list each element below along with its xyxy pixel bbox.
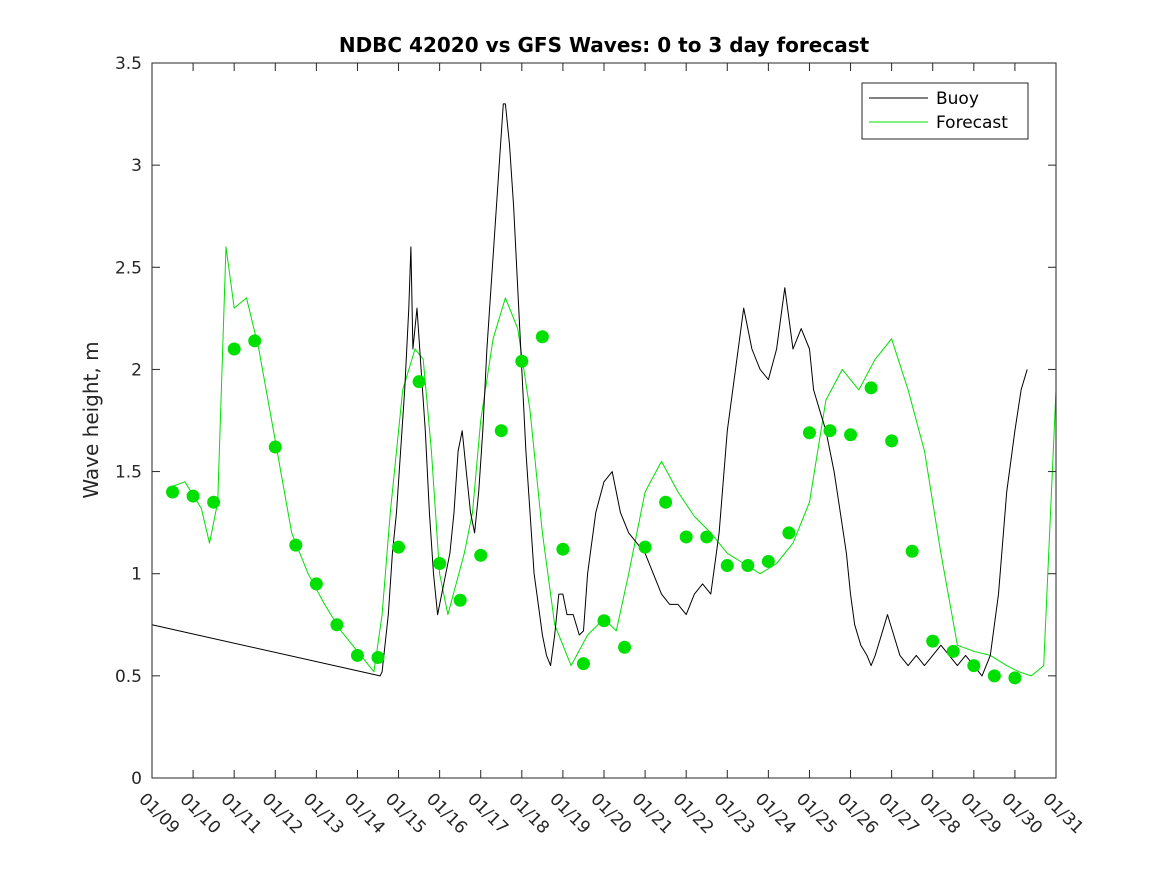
forecast-point — [576, 657, 590, 671]
forecast-point — [371, 650, 385, 664]
forecast-point — [474, 548, 488, 562]
y-tick-label: 1 — [131, 565, 142, 585]
forecast-point — [166, 485, 180, 499]
legend: Buoy Forecast — [861, 82, 1029, 140]
forecast-point — [679, 530, 693, 544]
forecast-point — [207, 495, 221, 509]
plot-background — [152, 63, 1056, 778]
forecast-point — [186, 489, 200, 503]
forecast-point — [905, 544, 919, 558]
forecast-point — [823, 424, 837, 438]
forecast-point — [330, 618, 344, 632]
y-tick-label: 0 — [131, 769, 142, 789]
forecast-point — [515, 354, 529, 368]
forecast-point — [556, 542, 570, 556]
plot-area — [152, 63, 1056, 778]
forecast-point — [227, 342, 241, 356]
y-tick-label: 1.5 — [115, 463, 142, 483]
forecast-point — [248, 334, 262, 348]
forecast-point — [309, 577, 323, 591]
forecast-point — [618, 640, 632, 654]
forecast-point — [659, 495, 673, 509]
forecast-point — [720, 559, 734, 573]
forecast-point — [597, 614, 611, 628]
forecast-point — [350, 648, 364, 662]
series-layer — [151, 103, 1057, 677]
forecast-point — [392, 540, 406, 554]
forecast-point — [946, 644, 960, 658]
forecast-point — [700, 530, 714, 544]
forecast-point — [864, 381, 878, 395]
legend-label-forecast: Forecast — [936, 113, 1008, 133]
y-tick-label: 2 — [131, 360, 142, 380]
forecast-point — [1008, 671, 1022, 685]
legend-label-buoy: Buoy — [936, 89, 979, 109]
y-tick-label: 2.5 — [115, 258, 142, 278]
forecast-point — [638, 540, 652, 554]
series-line-buoy — [151, 103, 1028, 677]
y-tick-label: 3.5 — [115, 54, 142, 74]
forecast-point — [494, 424, 508, 438]
forecast-point — [926, 634, 940, 648]
forecast-point — [412, 375, 426, 389]
chart-title: NDBC 42020 vs GFS Waves: 0 to 3 day fore… — [339, 33, 870, 57]
marker-layer — [166, 330, 1022, 685]
forecast-point — [289, 538, 303, 552]
series-line-forecast — [168, 246, 1057, 677]
y-axis-label: Wave height, m — [79, 341, 103, 498]
forecast-point — [741, 559, 755, 573]
forecast-point — [433, 557, 447, 570]
legend-box — [861, 82, 1029, 140]
y-tick-label: 0.5 — [115, 667, 142, 687]
forecast-point — [453, 593, 467, 607]
forecast-point — [987, 669, 1001, 683]
forecast-point — [885, 434, 899, 448]
forecast-point — [761, 554, 775, 568]
y-tick-label: 3 — [131, 156, 142, 176]
y-axis: 0 0.5 1 1.5 2 2.5 3 3.5 — [115, 54, 1056, 789]
forecast-point — [802, 426, 816, 440]
forecast-point — [967, 659, 981, 673]
forecast-point — [844, 428, 858, 442]
forecast-point — [268, 440, 282, 454]
forecast-point — [782, 526, 796, 540]
forecast-point — [535, 330, 549, 344]
